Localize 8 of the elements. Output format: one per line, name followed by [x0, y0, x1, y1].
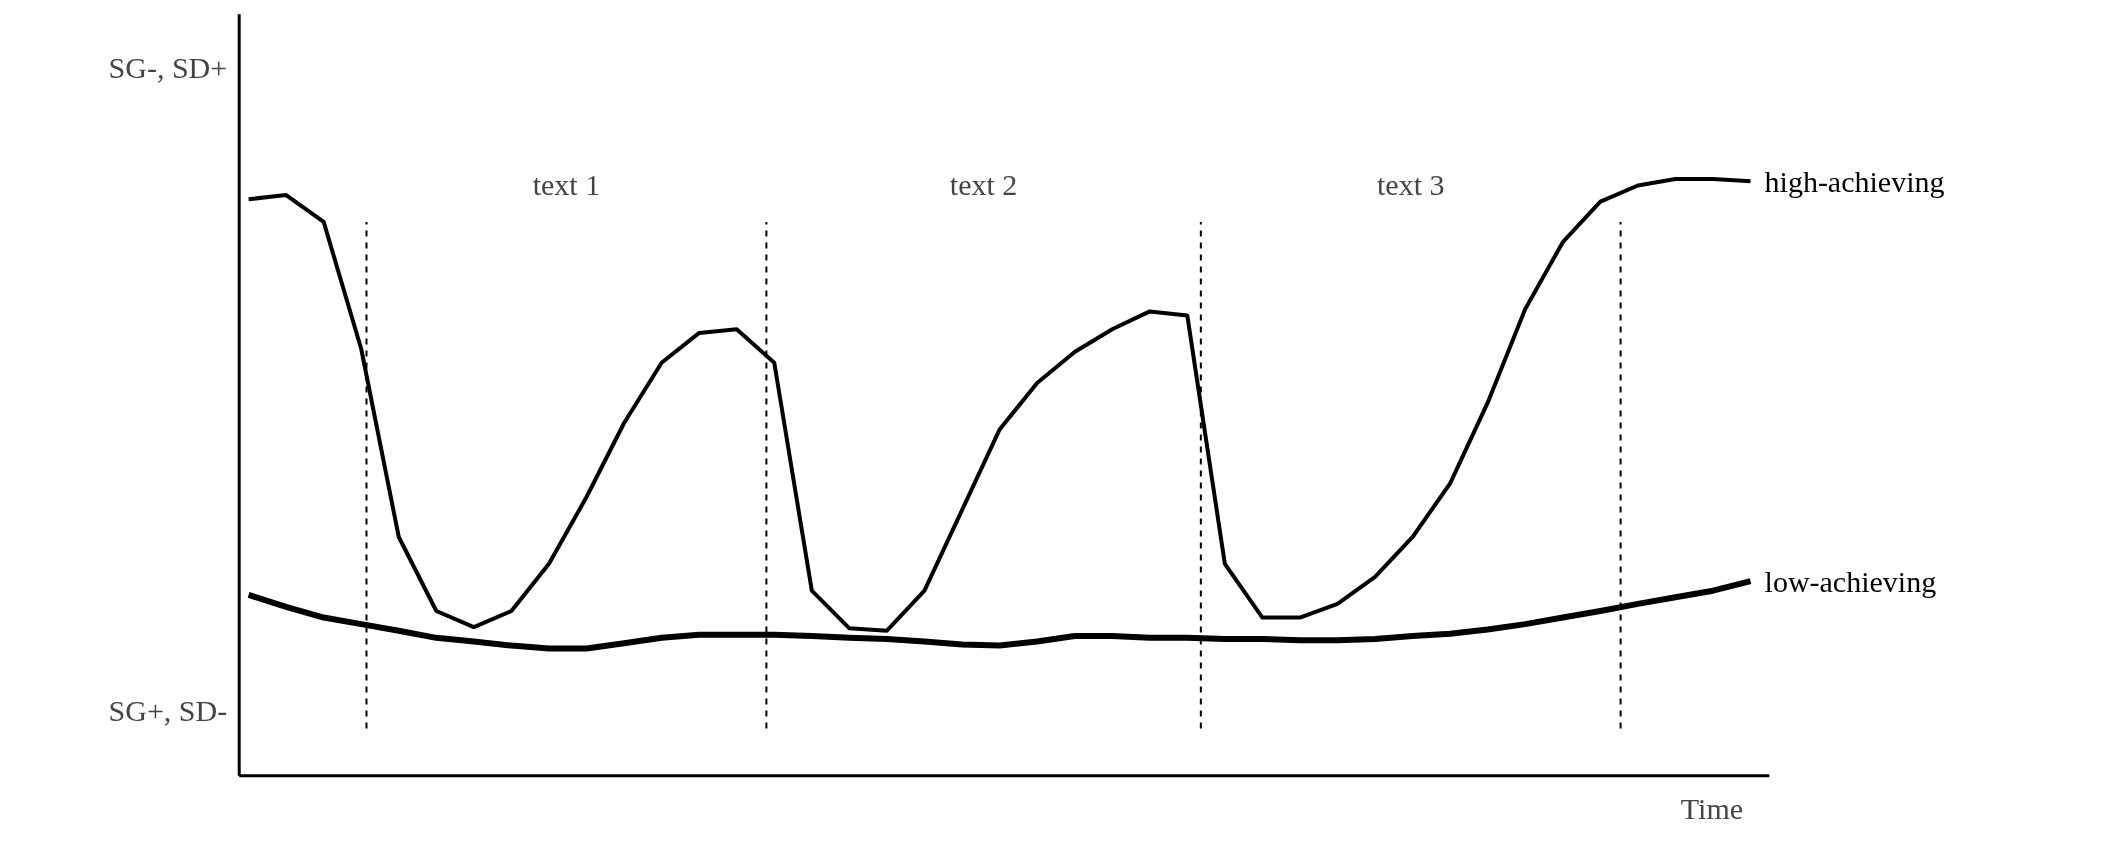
series-label: high-achieving [1764, 164, 1945, 198]
series-label: low-achieving [1764, 564, 1937, 598]
annotation: text 2 [949, 168, 1018, 202]
text: SG-, SD+ [108, 51, 228, 85]
text: SG+, SD- [108, 694, 228, 728]
annotation: text 3 [1376, 168, 1445, 202]
x-axis-title: Time [1680, 791, 1744, 825]
annotation: text 1 [532, 168, 601, 202]
